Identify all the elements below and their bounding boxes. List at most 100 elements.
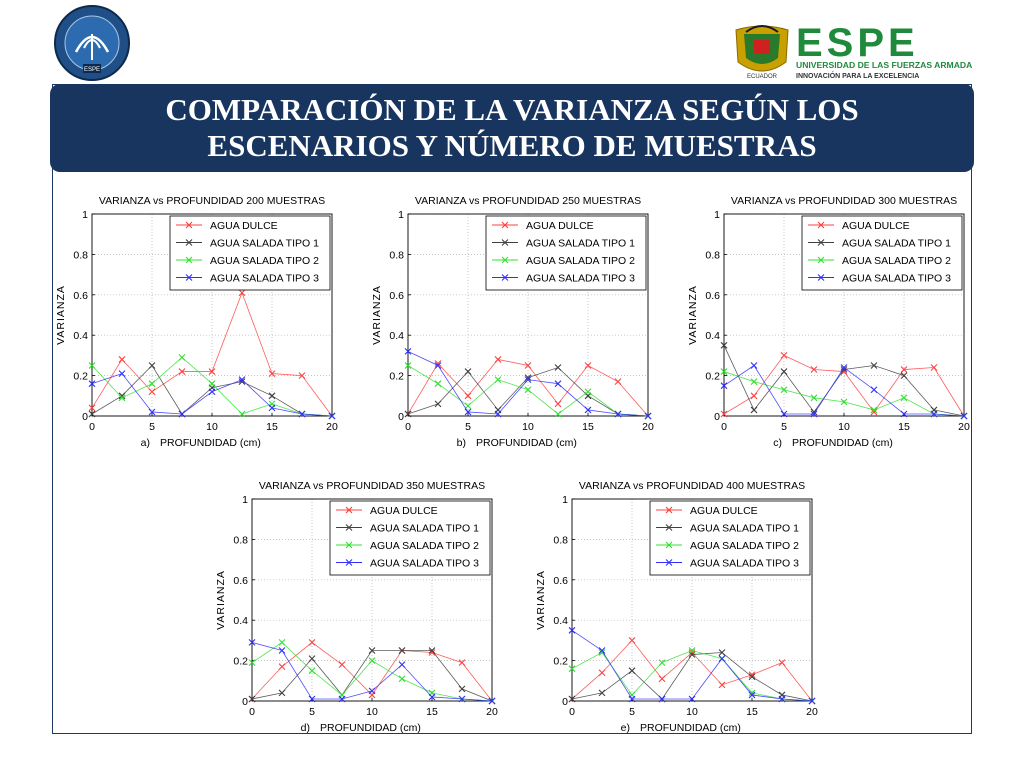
- series-agua-salada-tipo-3: [88, 370, 336, 420]
- data-point: [750, 406, 758, 414]
- data-point: [308, 667, 316, 675]
- panel-label: d): [301, 722, 310, 734]
- data-point: [488, 697, 496, 705]
- data-point: [464, 368, 472, 375]
- data-point: [688, 647, 696, 654]
- data-point: [494, 356, 502, 363]
- data-point: [930, 410, 938, 418]
- data-point: [404, 410, 412, 418]
- legend-marker: [501, 256, 509, 264]
- data-point: [148, 380, 156, 388]
- data-point: [810, 394, 818, 402]
- chart-title: VARIANZA vs PROFUNDIDAD 300 MUESTRAS: [731, 195, 957, 207]
- data-point: [88, 404, 96, 412]
- data-point: [338, 695, 346, 703]
- data-point: [238, 289, 246, 297]
- x-tick-label: 15: [426, 706, 438, 718]
- data-point: [524, 386, 532, 394]
- y-tick-label: 0: [562, 696, 568, 708]
- data-point: [628, 667, 636, 675]
- data-point: [118, 392, 126, 400]
- data-point: [464, 408, 472, 416]
- data-point: [718, 681, 726, 689]
- axes-box: [571, 498, 813, 702]
- data-point: [118, 356, 126, 363]
- data-point: [248, 695, 256, 703]
- data-point: [870, 386, 878, 394]
- data-point: [428, 647, 436, 654]
- data-point: [628, 695, 636, 703]
- legend-marker: [185, 256, 193, 264]
- x-tick-label: 10: [366, 706, 378, 718]
- legend: AGUA DULCE AGUA SALADA TIPO 1 AGUA SALADA …: [329, 500, 491, 576]
- data-point: [268, 392, 276, 400]
- legend-label-agua-salada-tipo-3: AGUA SALADA TIPO 3: [210, 273, 319, 285]
- legend-marker: [501, 221, 509, 229]
- data-point: [780, 368, 788, 375]
- data-point: [88, 362, 96, 369]
- data-point: [568, 626, 576, 634]
- chart-title: VARIANZA vs PROFUNDIDAD 250 MUESTRAS: [415, 195, 641, 207]
- data-point: [930, 364, 938, 371]
- data-point: [278, 663, 286, 671]
- data-point: [688, 695, 696, 703]
- y-tick-label: 1: [562, 494, 568, 506]
- legend-label-agua-dulce: AGUA DULCE: [690, 505, 758, 517]
- crest-label: ECUADOR: [747, 74, 778, 80]
- data-point: [750, 378, 758, 386]
- legend-label-agua-salada-tipo-1: AGUA SALADA TIPO 1: [526, 238, 635, 250]
- data-point: [840, 398, 848, 406]
- x-axis-label: PROFUNDIDAD (cm): [160, 437, 261, 449]
- y-tick-label: 0.2: [553, 656, 568, 668]
- data-point: [178, 354, 186, 361]
- data-point: [750, 362, 758, 369]
- data-point: [554, 364, 562, 371]
- x-tick-label: 20: [806, 706, 818, 718]
- x-tick-label: 0: [569, 706, 575, 718]
- y-tick-label: 0: [82, 411, 88, 423]
- data-point: [718, 649, 726, 656]
- y-tick-label: 0.8: [705, 249, 720, 261]
- data-point: [434, 362, 442, 369]
- y-tick-label: 0.8: [553, 534, 568, 546]
- data-point: [900, 394, 908, 402]
- x-tick-label: 10: [206, 421, 218, 433]
- data-point: [208, 368, 216, 375]
- data-point: [748, 691, 756, 699]
- department-logo: ESPE: [54, 5, 130, 81]
- data-point: [308, 639, 316, 646]
- panel-label: c): [773, 437, 782, 449]
- legend-marker: [501, 274, 509, 281]
- page-title-line-1: COMPARACIÓN DE LA VARIANZA SEGÚN LOS: [165, 92, 859, 127]
- x-tick-label: 15: [582, 421, 594, 433]
- legend-marker: [665, 506, 673, 514]
- x-tick-label: 0: [249, 706, 255, 718]
- data-point: [870, 408, 878, 416]
- data-point: [720, 368, 728, 375]
- x-tick-label: 5: [149, 421, 155, 433]
- data-point: [178, 368, 186, 375]
- data-point: [88, 410, 96, 418]
- legend: AGUA DULCE AGUA SALADA TIPO 1 AGUA SALADA …: [649, 500, 811, 576]
- y-tick-label: 0.2: [389, 371, 404, 383]
- data-point: [278, 689, 286, 697]
- y-tick-label: 0.2: [233, 656, 248, 668]
- data-point: [598, 689, 606, 697]
- data-point: [248, 639, 256, 646]
- y-tick-label: 0.4: [73, 330, 88, 342]
- data-point: [458, 695, 466, 703]
- data-point: [584, 406, 592, 414]
- x-tick-label: 5: [781, 421, 787, 433]
- axes-box: [91, 213, 333, 417]
- data-point: [524, 362, 532, 369]
- data-point: [870, 406, 878, 414]
- chart-title: VARIANZA vs PROFUNDIDAD 200 MUESTRAS: [99, 195, 325, 207]
- x-axis-label: PROFUNDIDAD (cm): [320, 722, 421, 734]
- panel-label: b): [457, 437, 466, 449]
- y-tick-label: 0.6: [73, 290, 88, 302]
- data-point: [308, 695, 316, 703]
- y-tick-label: 0.4: [233, 615, 248, 627]
- data-point: [840, 366, 848, 373]
- y-tick-label: 1: [398, 209, 404, 221]
- y-tick-label: 0.6: [233, 575, 248, 587]
